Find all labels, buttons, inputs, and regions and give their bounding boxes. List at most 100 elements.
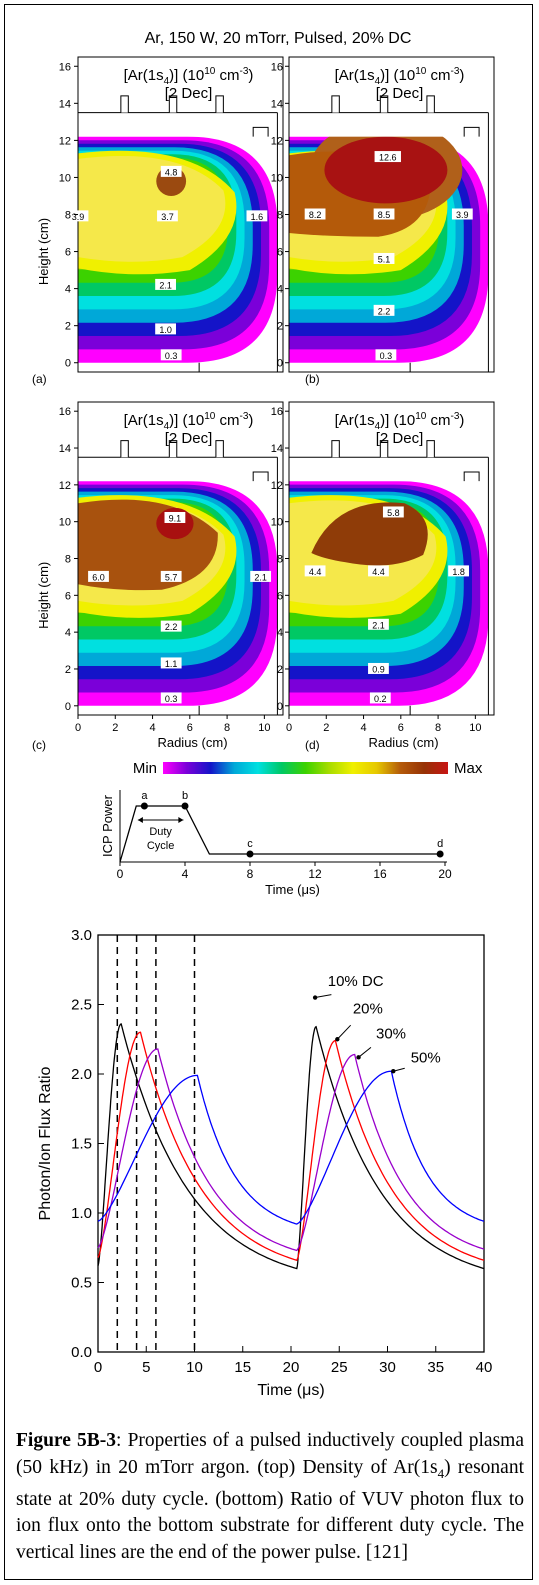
contour-label: 2.1 bbox=[250, 570, 272, 582]
colorbar-max-label: Max bbox=[454, 760, 483, 777]
x-tick-label: 8 bbox=[435, 722, 441, 734]
y-tick-label: 8 bbox=[65, 554, 71, 566]
legend-arrowhead bbox=[391, 1069, 396, 1074]
figure-canvas: Ar, 150 W, 20 mTorr, Pulsed, 20% DC [Ar(… bbox=[32, 30, 495, 1399]
port-icon bbox=[463, 126, 480, 137]
x-axis-label: Time (μs) bbox=[257, 1382, 324, 1399]
x-tick-label: 2 bbox=[323, 722, 329, 734]
contour-label: 5.8 bbox=[382, 506, 404, 518]
y-tick-label: 14 bbox=[271, 443, 283, 455]
pulse-x-tick-label: 12 bbox=[308, 867, 322, 881]
panel-title: [Ar(1s4)] (1010 cm-3) bbox=[335, 411, 465, 432]
panel-title: [Ar(1s4)] (1010 cm-3) bbox=[124, 411, 254, 432]
duty-label: Cycle bbox=[147, 840, 175, 852]
y-tick-label: 10 bbox=[271, 172, 283, 184]
coil-icon bbox=[379, 440, 389, 458]
svg-text:2.1: 2.1 bbox=[372, 620, 385, 630]
x-tick-label: 8 bbox=[224, 722, 230, 734]
svg-text:4.8: 4.8 bbox=[165, 167, 178, 177]
contour-label: 12.6 bbox=[374, 151, 401, 163]
legend-arrow bbox=[336, 1024, 352, 1040]
pulse-point-label: a bbox=[141, 790, 148, 802]
y-tick-label: 14 bbox=[59, 98, 71, 110]
contour-label: 2.2 bbox=[373, 304, 395, 316]
y-tick-label: 3.0 bbox=[71, 927, 92, 944]
x-tick-label: 6 bbox=[398, 722, 404, 734]
contour-label: 8.2 bbox=[304, 208, 326, 220]
contour-label: 1.1 bbox=[160, 657, 182, 669]
contour-label: 2.2 bbox=[160, 620, 182, 632]
series-line-3 bbox=[97, 1070, 485, 1225]
y-tick-label: 0.0 bbox=[71, 1344, 92, 1361]
figure-caption: Figure 5B-3: Properties of a pulsed indu… bbox=[16, 1428, 524, 1566]
y-tick-label: 0 bbox=[277, 358, 283, 370]
caption-bold: Figure 5B-3 bbox=[16, 1430, 117, 1451]
pulse-point bbox=[181, 802, 189, 810]
pulse-point-label: b bbox=[182, 790, 188, 802]
chamber-top bbox=[289, 402, 494, 482]
svg-text:3.7: 3.7 bbox=[161, 212, 174, 222]
pulse-point bbox=[436, 850, 444, 858]
svg-text:5.8: 5.8 bbox=[387, 508, 400, 518]
contour-label: 0.3 bbox=[160, 349, 182, 361]
svg-text:2.2: 2.2 bbox=[165, 622, 178, 632]
x-tick-label: 10 bbox=[258, 722, 270, 734]
y-tick-label: 2.5 bbox=[71, 997, 92, 1014]
contour-label: 8.5 bbox=[373, 208, 395, 220]
x-tick-label: 20 bbox=[283, 1359, 300, 1376]
y-tick-label: 16 bbox=[59, 406, 71, 418]
panel-title: [Ar(1s4)] (1010 cm-3) bbox=[124, 66, 254, 87]
contour-label: 1.6 bbox=[246, 210, 268, 222]
contour-panel-a: [Ar(1s4)] (1010 cm-3)[2 Dec] 4.8 3.9 3.7 1.6… bbox=[32, 56, 284, 386]
pulse-point-label: c bbox=[247, 838, 253, 850]
series-line-2 bbox=[97, 1048, 485, 1252]
contour-panel-b: [Ar(1s4)] (1010 cm-3)[2 Dec] 12.6 8.2 8.5 3.… bbox=[271, 56, 495, 386]
contour-label: 2.1 bbox=[155, 278, 176, 290]
y-tick-label: 12 bbox=[271, 480, 283, 492]
contour-label: 3.7 bbox=[157, 210, 178, 222]
figure-frame bbox=[4, 4, 533, 1580]
svg-text:0.3: 0.3 bbox=[165, 351, 178, 361]
panel-subtitle: [2 Dec] bbox=[165, 430, 213, 447]
panel-id: (b) bbox=[305, 372, 320, 386]
x-axis-label: Radius (cm) bbox=[157, 735, 227, 750]
y-tick-label: 2 bbox=[65, 664, 71, 676]
y-tick-label: 16 bbox=[59, 61, 71, 73]
legend-label-0: 10% DC bbox=[328, 973, 384, 990]
pulse-x-tick-label: 16 bbox=[373, 867, 387, 881]
pulse-point bbox=[246, 850, 254, 858]
duty-arrowheads bbox=[137, 817, 184, 823]
contour-label: 5.1 bbox=[373, 252, 395, 264]
y-tick-label: 4 bbox=[277, 284, 283, 296]
coil-icon bbox=[168, 95, 178, 113]
contour-hotspot bbox=[324, 136, 448, 204]
chamber-top bbox=[78, 402, 283, 482]
y-tick-label: 8 bbox=[277, 554, 283, 566]
coil-icon bbox=[379, 95, 389, 113]
svg-text:5.7: 5.7 bbox=[165, 572, 178, 582]
y-tick-label: 2 bbox=[277, 664, 283, 676]
pulse-point bbox=[140, 802, 148, 810]
x-tick-label: 15 bbox=[234, 1359, 251, 1376]
y-tick-label: 1.5 bbox=[71, 1136, 92, 1153]
coil-icon bbox=[331, 95, 340, 113]
legend-arrow bbox=[315, 994, 332, 999]
y-tick-label: 12 bbox=[59, 480, 71, 492]
x-tick-label: 10 bbox=[186, 1359, 203, 1376]
coil-icon bbox=[215, 440, 224, 458]
svg-text:2.2: 2.2 bbox=[378, 306, 391, 316]
pulse-x-label: Time (μs) bbox=[265, 882, 320, 897]
y-axis-label: Height (cm) bbox=[36, 218, 51, 285]
y-tick-label: 6 bbox=[277, 590, 283, 602]
contour-label: 3.9 bbox=[451, 208, 473, 220]
contour-label: 3.9 bbox=[67, 210, 89, 222]
y-tick-label: 14 bbox=[59, 443, 71, 455]
panel-subtitle: [2 Dec] bbox=[376, 430, 424, 447]
y-tick-label: 1.0 bbox=[71, 1205, 92, 1222]
y-tick-label: 2 bbox=[65, 321, 71, 333]
port-icon bbox=[252, 126, 269, 137]
panel-subtitle: [2 Dec] bbox=[376, 85, 424, 102]
coil-icon bbox=[120, 95, 129, 113]
svg-text:6.0: 6.0 bbox=[92, 572, 105, 582]
panel-title: [Ar(1s4)] (1010 cm-3) bbox=[335, 66, 465, 87]
